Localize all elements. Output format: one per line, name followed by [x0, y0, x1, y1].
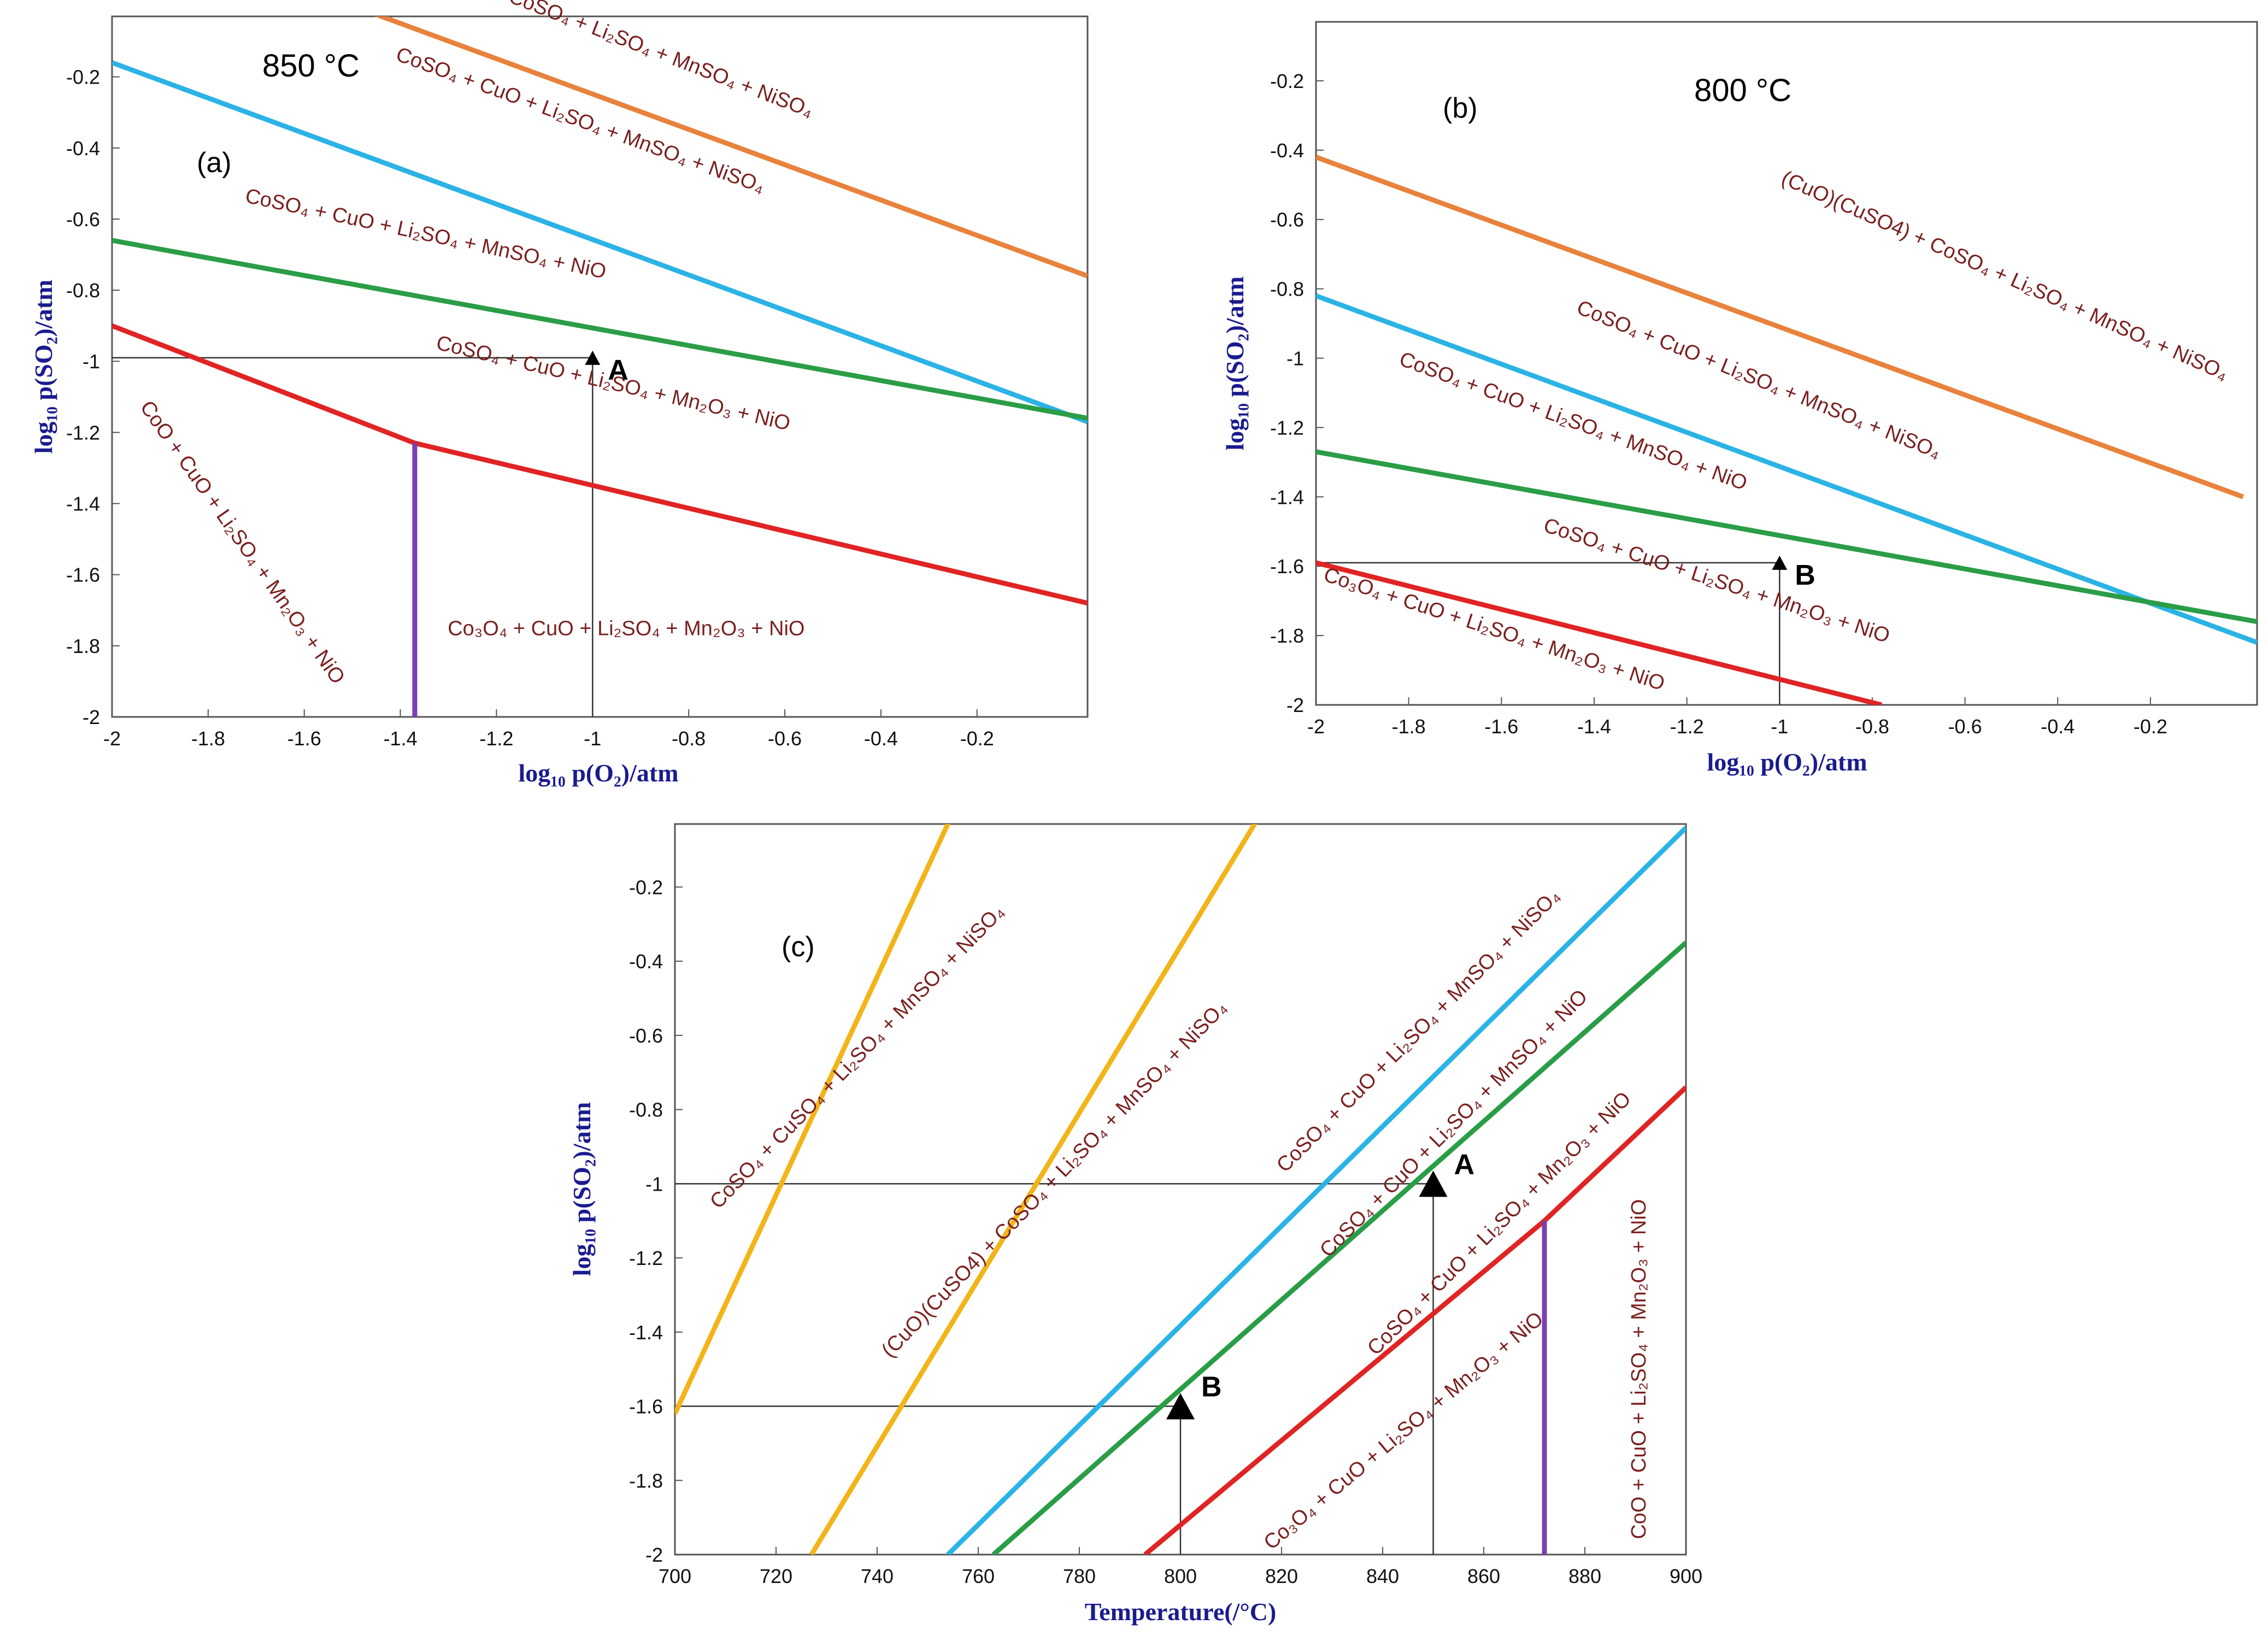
x-tick-label: -1.8	[191, 727, 225, 750]
y-tick-label: -1.8	[629, 1469, 663, 1492]
panel-label: (c)	[782, 931, 815, 963]
temperature-label: 850 °C	[262, 48, 360, 84]
x-tick-label: -1.8	[1392, 715, 1426, 738]
y-tick-label: -0.2	[1270, 70, 1304, 92]
point-label-B: B	[1795, 560, 1815, 591]
x-tick-label: 720	[760, 1565, 792, 1587]
y-tick-label: -2	[645, 1544, 663, 1566]
y-tick-label: -0.2	[66, 66, 100, 89]
y-tick-label: -2	[83, 706, 100, 728]
x-tick-label: -0.4	[2041, 715, 2075, 738]
region-label: Co₃O₄ + CuO + Li₂SO₄ + Mn₂O₃ + NiO	[1321, 563, 1667, 696]
y-tick-label: -0.8	[1270, 278, 1304, 301]
x-tick-label: -0.6	[1948, 715, 1982, 738]
x-axis-title: log₁₀ p(O₂)/atm	[1707, 748, 1867, 776]
y-tick-label: -1.4	[1270, 486, 1304, 508]
y-tick-label: -2	[1286, 694, 1304, 716]
x-tick-label: -0.4	[864, 727, 898, 750]
region-label: Co₃O₄ + CuO + Li₂SO₄ + Mn₂O₃ + NiO	[448, 617, 804, 640]
region-label: CoSO₄ + CuO + Li₂SO₄ + MnSO₄ + NiO	[1315, 985, 1592, 1262]
region-label: CoSO₄ + CuO + Li₂SO₄ + MnSO₄ + NiO	[1396, 348, 1750, 495]
x-tick-label: -0.2	[960, 727, 994, 750]
y-tick-label: -1.8	[66, 635, 100, 657]
x-tick-label: -2	[1307, 715, 1325, 738]
region-label: Co₃O₄ + CuO + Li₂SO₄ + Mn₂O₃ + NiO	[1260, 1308, 1548, 1555]
x-tick-label: 820	[1265, 1565, 1298, 1587]
region-label: CoSO₄ + CuO + Li₂SO₄ + Mn₂O₃ + NiO	[1541, 514, 1893, 648]
y-tick-label: -0.4	[66, 137, 100, 160]
x-tick-label: 700	[659, 1565, 691, 1587]
region-label: CoSO₄ + CuO + Li₂SO₄ + MnSO₄ + NiSO₄	[1272, 885, 1565, 1177]
y-tick-label: -0.8	[66, 279, 100, 302]
x-tick-label: -2	[103, 727, 121, 750]
x-tick-label: -1.6	[287, 727, 321, 750]
y-tick-label: -1.6	[66, 564, 100, 586]
panel-b: -2 -1.8 -1.6 -1.4 -1.2 -1 -0.8 -0.6 -0.4 -0.2 -2 -1…	[1221, 22, 2257, 776]
panel-a: -2 -1.8 -1.6 -1.4 -1.2 -1 -0.8 -0.6 -0.4 -0.2 -2 -1…	[30, 0, 1088, 787]
y-tick-label: -1.2	[629, 1247, 663, 1269]
figure-canvas: -2 -1.8 -1.6 -1.4 -1.2 -1 -0.8 -0.6 -0.4 -0.2 -2 -1…	[0, 0, 2268, 1636]
point-label-A: A	[608, 355, 628, 386]
region-label: CoO + CuO + Li₂SO₄ + Mn₂O₃ + NiO	[1627, 1199, 1650, 1539]
y-tick-label: -0.4	[1270, 139, 1304, 162]
point-label-B: B	[1201, 1372, 1222, 1403]
x-tick-label: -1.2	[479, 727, 513, 750]
y-tick-label: -1.8	[1270, 625, 1304, 647]
region-label: CoSO₄ + CuO + Li₂SO₄ + Mn₂O₃ + NiO	[1363, 1087, 1636, 1360]
x-tick-label: -1.4	[384, 727, 418, 750]
x-tick-label: 900	[1670, 1565, 1702, 1587]
y-tick-label: -1.2	[66, 421, 100, 444]
y-tick-label: -1	[645, 1173, 663, 1195]
x-tick-label: -1	[584, 727, 601, 750]
region-label: CoO + CuO + Li₂SO₄ + Mn₂O₃ + NiO	[136, 397, 349, 688]
y-tick-label: -1.6	[629, 1396, 663, 1418]
x-tick-label: 860	[1467, 1565, 1500, 1587]
y-tick-label: -1.6	[1270, 555, 1304, 578]
y-tick-label: -0.2	[629, 876, 663, 898]
y-tick-label: -0.6	[629, 1025, 663, 1047]
x-axis-title: Temperature(/°C)	[1085, 1598, 1277, 1626]
x-axis-title: log₁₀ p(O₂)/atm	[518, 759, 678, 787]
y-tick-label: -0.6	[66, 208, 100, 231]
temperature-label: 800 °C	[1694, 73, 1791, 108]
y-tick-label: -0.8	[629, 1099, 663, 1121]
x-tick-label: -0.2	[2134, 715, 2167, 738]
y-tick-label: -1.4	[629, 1321, 663, 1344]
y-tick-label: -1	[1286, 347, 1304, 369]
y-axis-title: log₁₀ p(SO₂)/atm	[1221, 276, 1249, 451]
point-label-A: A	[1454, 1149, 1475, 1180]
y-tick-label: -0.4	[629, 950, 663, 973]
y-tick-label: -0.6	[1270, 209, 1304, 231]
y-axis-title: log₁₀ p(SO₂)/atm	[568, 1102, 596, 1276]
x-tick-label: -1.6	[1484, 715, 1518, 738]
x-tick-label: -1	[1771, 715, 1788, 738]
x-tick-label: 760	[962, 1565, 995, 1587]
region-label: (CuO)(CuSO4) + CoSO₄ + Li₂SO₄ + MnSO₄ + …	[877, 996, 1231, 1362]
y-tick-label: -1.2	[1270, 416, 1304, 439]
panel-label: (a)	[197, 147, 232, 179]
x-tick-label: -0.8	[672, 727, 706, 750]
y-axis-title: log₁₀ p(SO₂)/atm	[30, 280, 57, 454]
y-tick-label: -1.4	[66, 493, 100, 515]
x-tick-label: 780	[1063, 1565, 1096, 1587]
x-tick-label: 800	[1164, 1565, 1197, 1587]
x-tick-label: 840	[1366, 1565, 1399, 1587]
x-tick-label: -0.6	[768, 727, 802, 750]
series-line-blue-boundary	[1316, 296, 2257, 643]
x-tick-label: -1.2	[1670, 715, 1704, 738]
x-tick-label: -0.8	[1855, 715, 1889, 738]
region-label: CoSO₄ + CuO + Li₂SO₄ + MnSO₄ + NiO	[243, 185, 608, 284]
x-tick-label: -1.4	[1577, 715, 1611, 738]
x-tick-label: 880	[1568, 1565, 1601, 1587]
panel-c: 700 720 740 760 780 800 820 840 860 880 900 -2 -1.8 -…	[568, 813, 1702, 1626]
y-tick-label: -1	[83, 350, 100, 373]
panel-label: (b)	[1443, 92, 1478, 124]
x-tick-label: 740	[861, 1565, 894, 1587]
region-label: CoSO₄ + CuSO₄ + Li₂SO₄ + MnSO₄ + NiSO₄	[706, 901, 1009, 1214]
